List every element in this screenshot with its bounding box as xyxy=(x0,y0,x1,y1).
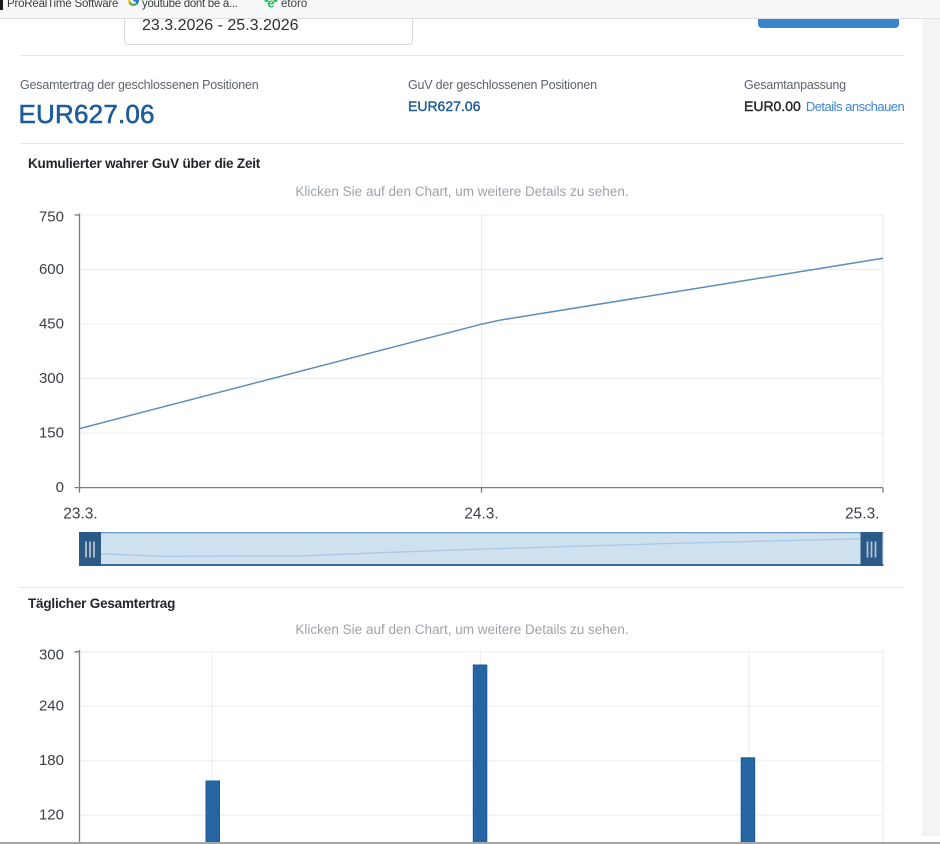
svg-text:25.3.: 25.3. xyxy=(845,506,879,523)
svg-text:750: 750 xyxy=(39,209,64,226)
svg-text:150: 150 xyxy=(39,425,64,442)
svg-text:23.3.: 23.3. xyxy=(63,506,97,523)
svg-text:300: 300 xyxy=(39,647,64,664)
svg-text:120: 120 xyxy=(39,807,64,824)
svg-text:0: 0 xyxy=(56,479,64,496)
svg-text:450: 450 xyxy=(39,316,64,333)
svg-text:600: 600 xyxy=(39,261,64,278)
svg-text:e: e xyxy=(267,0,274,8)
svg-text:180: 180 xyxy=(39,752,64,769)
svg-text:24.3.: 24.3. xyxy=(464,506,498,523)
svg-text:240: 240 xyxy=(39,698,64,715)
svg-text:300: 300 xyxy=(39,370,64,387)
